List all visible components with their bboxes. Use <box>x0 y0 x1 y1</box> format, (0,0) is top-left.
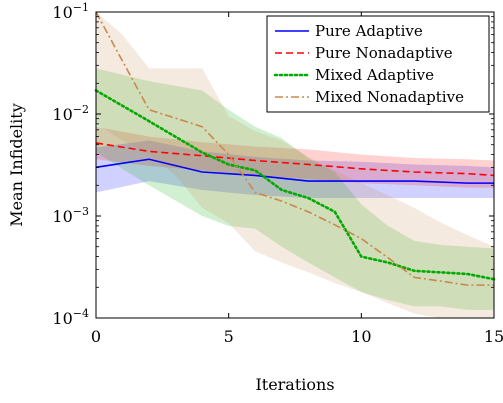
x-tick-label: 0 <box>91 327 101 346</box>
confidence-bands <box>96 12 494 318</box>
y-tick-label: 10−4 <box>52 307 89 328</box>
y-axis-label: Mean Infidelity <box>7 103 26 227</box>
y-tick-label: 10−3 <box>52 205 89 226</box>
x-tick-label: 15 <box>484 327 503 346</box>
pure-adaptive-line <box>95 158 494 184</box>
x-tick-label: 10 <box>351 327 371 346</box>
pure-nonadaptive-band <box>96 126 494 188</box>
y-tick-label: 10−1 <box>52 1 89 22</box>
x-tick-label: 5 <box>224 327 234 346</box>
mixed-adaptive-line <box>94 89 496 281</box>
x-axis-label: Iterations <box>255 375 334 394</box>
mixed-adaptive-legend-label: Mixed Adaptive <box>315 66 434 84</box>
legend: Pure Adaptive Pure Nonadaptive Mixed Adapt… <box>266 15 490 113</box>
mixed-nonadaptive-line <box>95 11 494 286</box>
pure-adaptive-legend-label: Pure Adaptive <box>315 22 423 40</box>
y-tick-label: 10−2 <box>52 103 89 124</box>
series-lines <box>94 11 496 286</box>
pure-nonadaptive-legend-label: Pure Nonadaptive <box>315 44 453 62</box>
mixed-nonadaptive-legend-label: Mixed Nonadaptive <box>315 88 464 106</box>
mixed-adaptive-band <box>96 68 494 310</box>
legend-box <box>266 15 490 113</box>
axis-ticks: 0 5 10 15 10−4 10−3 10−2 10−1 <box>52 1 503 346</box>
mixed-nonadaptive-band <box>96 12 494 318</box>
plot-frame <box>95 11 495 319</box>
pure-nonadaptive-line <box>95 142 495 177</box>
